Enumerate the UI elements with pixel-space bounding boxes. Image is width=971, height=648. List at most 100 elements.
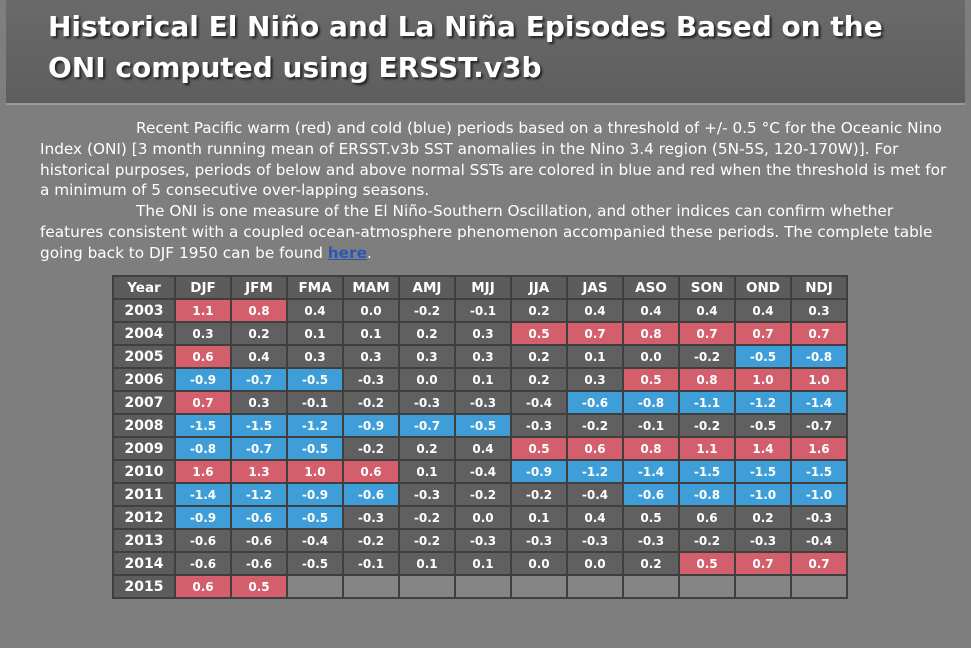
table-row: 2015 0.6 0.5 [112, 574, 848, 599]
oni-value-cell: -1.0 [734, 482, 792, 507]
oni-value-cell: -0.5 [286, 551, 344, 576]
oni-value-cell: -0.2 [398, 505, 456, 530]
oni-value-cell: -0.2 [678, 528, 736, 553]
oni-value-cell [454, 574, 512, 599]
oni-value-cell: -1.2 [286, 413, 344, 438]
oni-value-cell [734, 574, 792, 599]
column-header-jas: JAS [566, 275, 624, 300]
oni-value-cell: 0.3 [454, 321, 512, 346]
column-header-ond: OND [734, 275, 792, 300]
oni-value-cell: 0.7 [734, 551, 792, 576]
oni-value-cell: -0.4 [510, 390, 568, 415]
oni-value-cell: 0.4 [286, 298, 344, 323]
page-title: Historical El Niño and La Niña Episodes … [48, 10, 883, 84]
oni-value-cell: 0.1 [398, 459, 456, 484]
oni-value-cell: 0.3 [230, 390, 288, 415]
oni-value-cell: -0.7 [398, 413, 456, 438]
column-header-year: Year [112, 275, 176, 300]
oni-value-cell: 0.4 [230, 344, 288, 369]
oni-value-cell: 0.6 [566, 436, 624, 461]
oni-value-cell: -0.2 [454, 482, 512, 507]
table-row: 2010 1.6 1.3 1.0 0.6 0.1 -0.4 -0.9 -1.2 -1.4 -1.5-… [112, 459, 848, 484]
oni-value-cell: -1.4 [174, 482, 232, 507]
oni-value-cell: 1.0 [734, 367, 792, 392]
oni-value-cell: 0.6 [342, 459, 400, 484]
oni-value-cell: 0.2 [510, 298, 568, 323]
oni-value-cell: 0.7 [790, 321, 848, 346]
oni-value-cell: -0.2 [678, 344, 736, 369]
column-header-son: SON [678, 275, 736, 300]
oni-value-cell: -1.5 [174, 413, 232, 438]
year-cell: 2006 [112, 367, 176, 392]
oni-value-cell: -0.3 [510, 528, 568, 553]
oni-value-cell: -0.5 [286, 505, 344, 530]
oni-value-cell: 0.2 [398, 321, 456, 346]
oni-value-cell: 0.7 [790, 551, 848, 576]
oni-value-cell: 0.7 [566, 321, 624, 346]
oni-value-cell: -0.6 [230, 505, 288, 530]
intro-text-2-end: . [366, 243, 372, 262]
oni-value-cell: -1.0 [790, 482, 848, 507]
oni-value-cell: 0.3 [790, 298, 848, 323]
oni-value-cell: -0.7 [790, 413, 848, 438]
oni-value-cell [342, 574, 400, 599]
year-cell: 2014 [112, 551, 176, 576]
oni-value-cell: 0.8 [678, 367, 736, 392]
table-row: 2003 1.1 0.8 0.4 0.0 -0.2 -0.1 0.2 0.4 0.4 0.4 0.4 0… [112, 298, 848, 323]
oni-value-cell: -0.6 [622, 482, 680, 507]
oni-value-cell: -0.5 [734, 344, 792, 369]
table-body: 2003 1.1 0.8 0.4 0.0 -0.2 -0.1 0.2 0.4 0.4 0.4 0.4 0… [112, 298, 848, 599]
column-header-jja: JJA [510, 275, 568, 300]
intro-text-2: The ONI is one measure of the El Niño-So… [40, 202, 933, 262]
oni-value-cell: 0.4 [734, 298, 792, 323]
oni-value-cell: 0.3 [286, 344, 344, 369]
year-cell: 2009 [112, 436, 176, 461]
oni-value-cell: 0.5 [510, 436, 568, 461]
oni-value-cell: 0.6 [174, 574, 232, 599]
oni-value-cell: 0.4 [678, 298, 736, 323]
oni-value-cell: 1.4 [734, 436, 792, 461]
oni-value-cell: 0.4 [566, 505, 624, 530]
oni-value-cell: 0.2 [734, 505, 792, 530]
oni-value-cell: -0.3 [566, 528, 624, 553]
oni-value-cell: 1.0 [286, 459, 344, 484]
oni-value-cell: -0.3 [398, 482, 456, 507]
year-cell: 2008 [112, 413, 176, 438]
oni-value-cell: -0.5 [286, 367, 344, 392]
oni-value-cell: -0.9 [342, 413, 400, 438]
oni-value-cell: 0.7 [678, 321, 736, 346]
column-header-fma: FMA [286, 275, 344, 300]
year-cell: 2003 [112, 298, 176, 323]
oni-value-cell: 0.5 [622, 505, 680, 530]
oni-value-cell: 0.7 [174, 390, 232, 415]
oni-value-cell: -1.2 [566, 459, 624, 484]
column-header-mam: MAM [342, 275, 400, 300]
oni-value-cell: 0.0 [622, 344, 680, 369]
table-row: 2004 0.3 0.2 0.1 0.1 0.2 0.3 0.5 0.7 0.8 0.7 0.7 0.7 [112, 321, 848, 346]
oni-value-cell: 0.4 [622, 298, 680, 323]
oni-value-cell: 0.5 [678, 551, 736, 576]
oni-value-cell: -1.4 [790, 390, 848, 415]
oni-value-cell: -0.5 [734, 413, 792, 438]
oni-value-cell [286, 574, 344, 599]
oni-value-cell: 1.1 [678, 436, 736, 461]
column-header-djf: DJF [174, 275, 232, 300]
oni-value-cell: -0.3 [342, 367, 400, 392]
oni-value-cell: -0.6 [566, 390, 624, 415]
full-table-link[interactable]: here [327, 243, 367, 262]
table-row: 2005 0.6 0.4 0.3 0.3 0.3 0.3 0.2 0.1 0.0 -0.2 -0.5-… [112, 344, 848, 369]
oni-value-cell: -0.4 [566, 482, 624, 507]
oni-value-cell: -0.8 [622, 390, 680, 415]
intro-text-1: Recent Pacific warm (red) and cold (blue… [40, 119, 947, 200]
oni-value-cell: -1.4 [622, 459, 680, 484]
oni-value-cell: 1.0 [790, 367, 848, 392]
oni-value-cell: -0.9 [286, 482, 344, 507]
oni-value-cell [510, 574, 568, 599]
oni-value-cell: -0.5 [454, 413, 512, 438]
oni-value-cell [566, 574, 624, 599]
oni-value-cell: 1.6 [174, 459, 232, 484]
oni-value-cell: -1.5 [678, 459, 736, 484]
oni-value-cell: 0.0 [566, 551, 624, 576]
oni-table: Year DJF JFM FMA MAM AMJ MJJ JJA JAS ASO SON OND NDJ… [112, 275, 848, 599]
oni-value-cell: 0.3 [566, 367, 624, 392]
